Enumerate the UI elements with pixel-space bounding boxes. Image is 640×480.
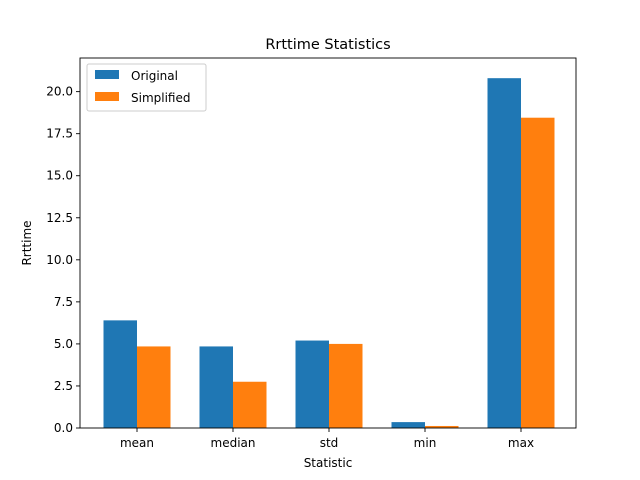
x-tick-label-min: min (414, 436, 437, 450)
x-tick-label-mean: mean (120, 436, 154, 450)
y-tick-label-6: 15.0 (46, 169, 73, 183)
bar-simplified-min (425, 425, 459, 428)
x-axis: mean median std min max (120, 428, 534, 450)
legend-label-simplified: Simplified (131, 91, 190, 105)
bar-original-std (295, 340, 329, 428)
bar-simplified-max (521, 117, 555, 429)
y-axis: 0.0 2.5 5.0 7.5 10.0 12.5 15.0 17.5 20.0 (46, 85, 80, 435)
bar-original-min (391, 422, 425, 428)
x-axis-label: Statistic (304, 456, 353, 470)
legend-swatch-original (95, 70, 119, 79)
bar-original-median (199, 346, 233, 428)
y-tick-label-8: 20.0 (46, 85, 73, 99)
y-tick-label-3: 7.5 (54, 295, 73, 309)
plot-frame (79, 57, 577, 429)
bar-simplified-mean (137, 346, 171, 428)
y-axis-label: Rrttime (20, 220, 34, 265)
bar-original-mean (103, 320, 137, 428)
legend-swatch-simplified (95, 92, 119, 101)
bar-original-max (487, 78, 521, 428)
legend: Original Simplified (86, 63, 207, 112)
x-tick-label-median: median (211, 436, 256, 450)
y-tick-label-7: 17.5 (46, 127, 73, 141)
x-tick-label-std: std (320, 436, 339, 450)
y-tick-label-2: 5.0 (54, 337, 73, 351)
y-tick-label-5: 12.5 (46, 211, 73, 225)
y-tick-label-0: 0.0 (54, 421, 73, 435)
y-tick-label-4: 10.0 (46, 253, 73, 267)
bar-simplified-std (329, 343, 363, 428)
bar-simplified-median (233, 381, 267, 428)
x-tick-label-max: max (508, 436, 534, 450)
bars-layer (103, 78, 555, 429)
legend-label-original: Original (131, 69, 178, 83)
chart-title: Rrttime Statistics (265, 37, 390, 53)
y-tick-label-1: 2.5 (54, 379, 73, 393)
